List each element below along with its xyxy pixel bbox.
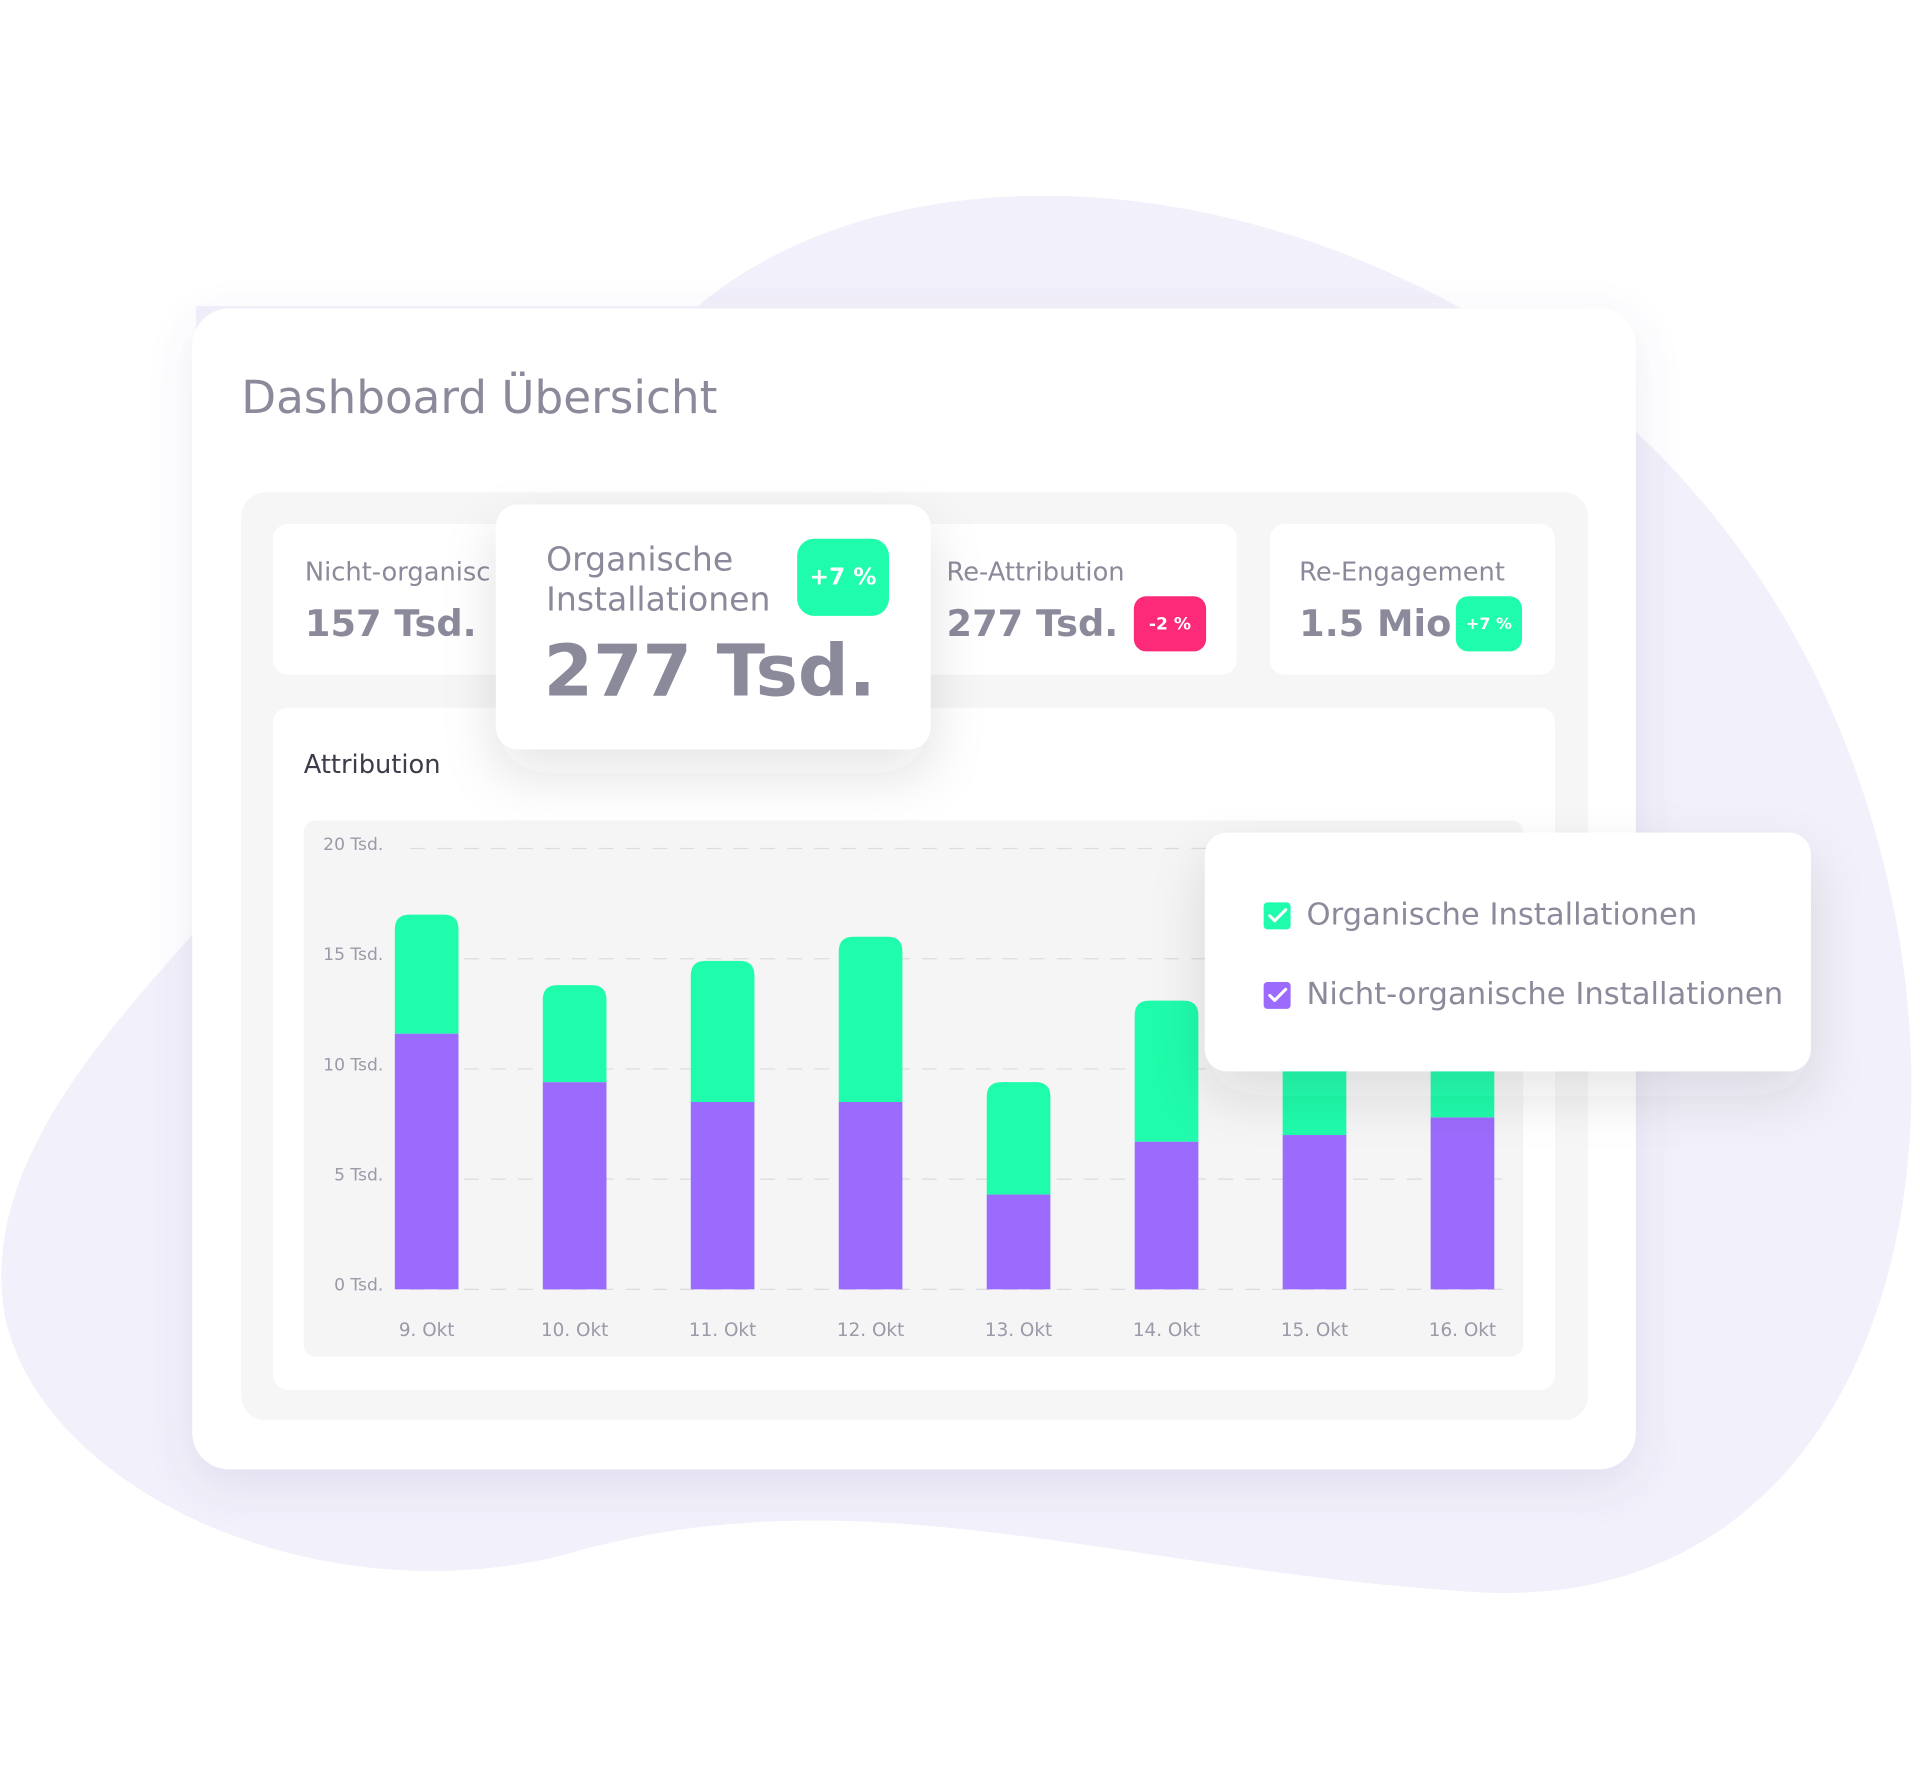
bar-segment <box>690 1101 755 1290</box>
bar-segment <box>394 914 459 1034</box>
bar-segment <box>690 960 755 1102</box>
x-tick-label: 14. Okt <box>1133 1320 1200 1341</box>
checkmark <box>1268 908 1288 923</box>
legend: Organische Installationen Nicht-organisch… <box>1263 897 1784 1012</box>
x-tick-label: 15. Okt <box>1281 1320 1348 1341</box>
bar-segment <box>986 1082 1051 1195</box>
change-badge-text: +7 % <box>1466 614 1512 633</box>
x-tick-label: 9. Okt <box>399 1320 455 1341</box>
kpi-label: Re-Engagement <box>1299 558 1505 588</box>
bar-segment <box>838 936 903 1102</box>
change-badge-text: -2 % <box>1149 614 1191 634</box>
kpi-label: Installationen <box>546 580 770 619</box>
bar-segment <box>394 1033 459 1290</box>
x-tick-label: 10. Okt <box>541 1320 608 1341</box>
y-tick-label: 5 Tsd. <box>334 1165 383 1185</box>
x-tick-label: 13. Okt <box>985 1320 1052 1341</box>
legend-label: Organische Installationen <box>1307 897 1698 932</box>
y-tick-label: 0 Tsd. <box>334 1276 383 1296</box>
kpi-value: 277 Tsd. <box>947 602 1119 645</box>
x-tick-label: 12. Okt <box>837 1320 904 1341</box>
y-tick-label: 20 Tsd. <box>323 835 383 855</box>
change-badge <box>1455 596 1523 652</box>
checkmark <box>1268 987 1288 1002</box>
chart-title: Attribution <box>304 750 441 780</box>
bar-segment <box>838 1101 903 1290</box>
kpi-value: 1.5 Mio <box>1299 602 1451 645</box>
bar-segment <box>1282 1135 1347 1290</box>
dashboard-title: Dashboard Übersicht <box>241 370 717 424</box>
change-badge <box>1133 596 1207 652</box>
bar-segment <box>542 1082 607 1290</box>
change-badge-text: +7 % <box>810 563 877 590</box>
legend-label: Nicht-organische Installationen <box>1307 977 1784 1012</box>
y-tick-label: 10 Tsd. <box>323 1055 383 1075</box>
bar-segment <box>542 985 607 1083</box>
legend-popup <box>1204 832 1811 1072</box>
y-tick-label: 15 Tsd. <box>323 945 383 965</box>
legend-checkbox[interactable] <box>1263 902 1291 930</box>
x-tick-label: 11. Okt <box>689 1320 756 1341</box>
legend-checkbox[interactable] <box>1263 981 1291 1009</box>
kpi-label: Re-Attribution <box>947 558 1125 588</box>
change-badge <box>797 538 889 616</box>
bar-segment <box>1134 1000 1199 1142</box>
kpi-label: Nicht-organisc <box>305 558 490 588</box>
bar-segment <box>1134 1141 1199 1290</box>
bar-segment <box>1430 1117 1495 1290</box>
kpi-value: 277 Tsd. <box>544 629 876 712</box>
bar-segment <box>986 1194 1051 1290</box>
kpi-card <box>273 524 543 675</box>
kpi-label: Organische <box>546 539 733 578</box>
x-tick-label: 16. Okt <box>1429 1320 1496 1341</box>
kpi-value: 157 Tsd. <box>305 602 477 645</box>
